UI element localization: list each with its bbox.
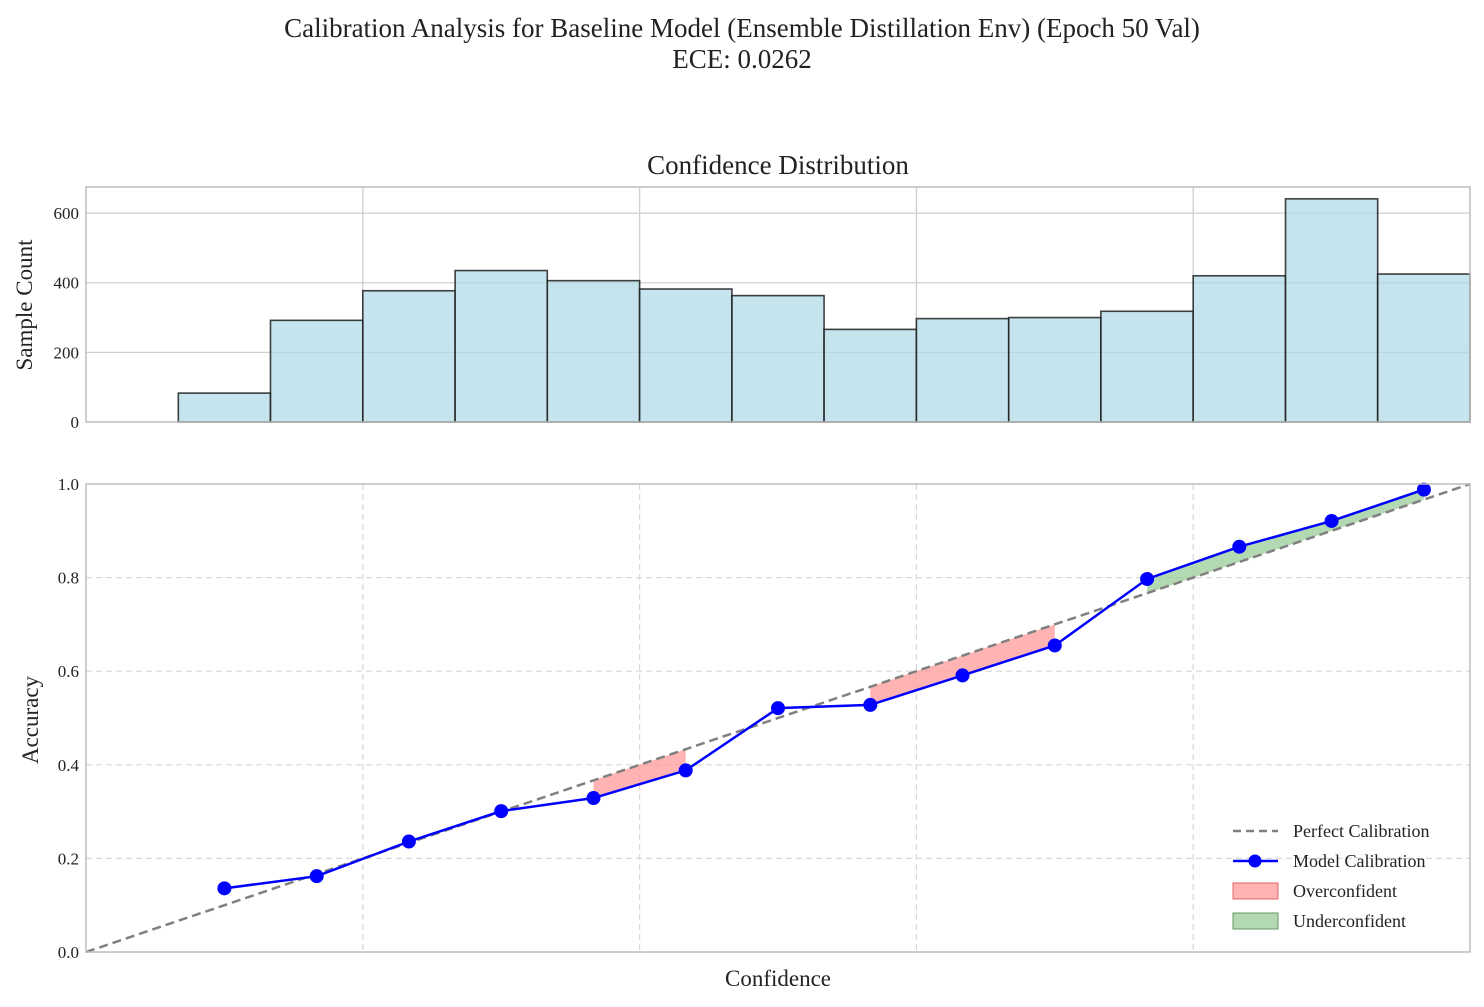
figure-title: Calibration Analysis for Baseline Model … — [284, 13, 1200, 43]
reliability-frame — [85, 483, 1471, 953]
model-calibration-point — [1047, 638, 1062, 653]
reliability-y-label: Accuracy — [18, 675, 43, 764]
calibration-gap-regions — [593, 489, 1424, 799]
histogram-bar — [454, 269, 549, 423]
reliability-y-tick-label: 0.2 — [58, 849, 79, 868]
reliability-y-tick-label: 1.0 — [58, 475, 79, 494]
reliability-y-ticks: 0.0 0.2 0.4 0.6 0.8 1.0 — [58, 475, 80, 962]
underconfident-region — [1239, 520, 1332, 563]
calibration-lines — [85, 482, 1471, 954]
histogram-bar — [823, 328, 918, 423]
model-calibration-point — [309, 869, 324, 884]
histogram-bar — [546, 279, 641, 423]
confidence-histogram-panel: Confidence Distribution 0 200 400 600 Sampl… — [12, 150, 1471, 432]
legend-swatch-overconfident — [1232, 882, 1279, 900]
reliability-y-tick-label: 0.8 — [58, 569, 79, 588]
histogram-bar — [269, 319, 364, 423]
model-calibration-point — [586, 791, 601, 806]
reliability-y-tick-label: 0.4 — [58, 756, 80, 775]
histogram-frame — [85, 186, 1471, 423]
reliability-grid — [86, 484, 1470, 952]
model-calibration-point — [863, 697, 878, 712]
reliability-y-tick-label: 0.0 — [58, 943, 79, 962]
histogram-title: Confidence Distribution — [647, 150, 909, 180]
overconfident-region — [593, 749, 686, 799]
histogram-bar — [915, 317, 1010, 423]
legend: Perfect Calibration Model Calibration Ov… — [1232, 821, 1429, 931]
histogram-y-tick-label: 600 — [54, 204, 80, 223]
model-calibration-point — [1324, 513, 1339, 528]
histogram-bar — [638, 288, 733, 423]
legend-swatch-underconfident — [1232, 912, 1279, 930]
histogram-y-tick-label: 0 — [71, 413, 80, 432]
histogram-y-ticks: 0 200 400 600 — [54, 204, 80, 432]
model-calibration-point — [678, 763, 693, 778]
legend-label-model-calibration: Model Calibration — [1293, 851, 1425, 871]
legend-label-underconfident: Underconfident — [1293, 911, 1406, 931]
legend-label-overconfident: Overconfident — [1293, 881, 1397, 901]
overconfident-region — [870, 655, 963, 705]
underconfident-region — [1147, 546, 1240, 594]
histogram-bar — [361, 289, 456, 423]
model-calibration-point — [494, 804, 509, 819]
ece-subtitle: ECE: 0.0262 — [672, 44, 812, 74]
model-calibration-point — [1140, 572, 1155, 587]
underconfident-region — [1331, 489, 1424, 531]
histogram-y-tick-label: 400 — [54, 274, 80, 293]
histogram-bar — [1192, 274, 1287, 423]
histogram-bar — [1100, 310, 1195, 423]
reliability-x-label: Confidence — [725, 966, 831, 991]
model-calibration-point — [955, 668, 970, 683]
histogram-y-label: Sample Count — [12, 239, 37, 371]
histogram-y-tick-label: 200 — [54, 343, 80, 362]
legend-label-perfect-calibration: Perfect Calibration — [1293, 821, 1429, 841]
histogram-bar — [731, 294, 825, 423]
histogram-bar — [177, 392, 272, 423]
model-calibration-point — [217, 881, 232, 896]
histogram-bars — [177, 198, 1471, 423]
legend-marker-model-calibration — [1248, 854, 1262, 868]
histogram-bar — [1284, 198, 1379, 423]
reliability-diagram-panel: 0.0 0.2 0.4 0.6 0.8 1.0 Accuracy Confidence P… — [18, 475, 1471, 991]
model-calibration-point — [771, 701, 785, 716]
perfect-calibration-line — [85, 482, 1471, 954]
model-calibration-point — [1416, 482, 1431, 497]
model-calibration-line — [224, 488, 1425, 890]
overconfident-region — [962, 624, 1055, 676]
model-calibration-point — [1232, 539, 1247, 554]
model-calibration-point — [401, 834, 416, 849]
reliability-y-tick-label: 0.6 — [58, 662, 79, 681]
histogram-bar — [1376, 273, 1471, 423]
histogram-bar — [1007, 316, 1102, 423]
